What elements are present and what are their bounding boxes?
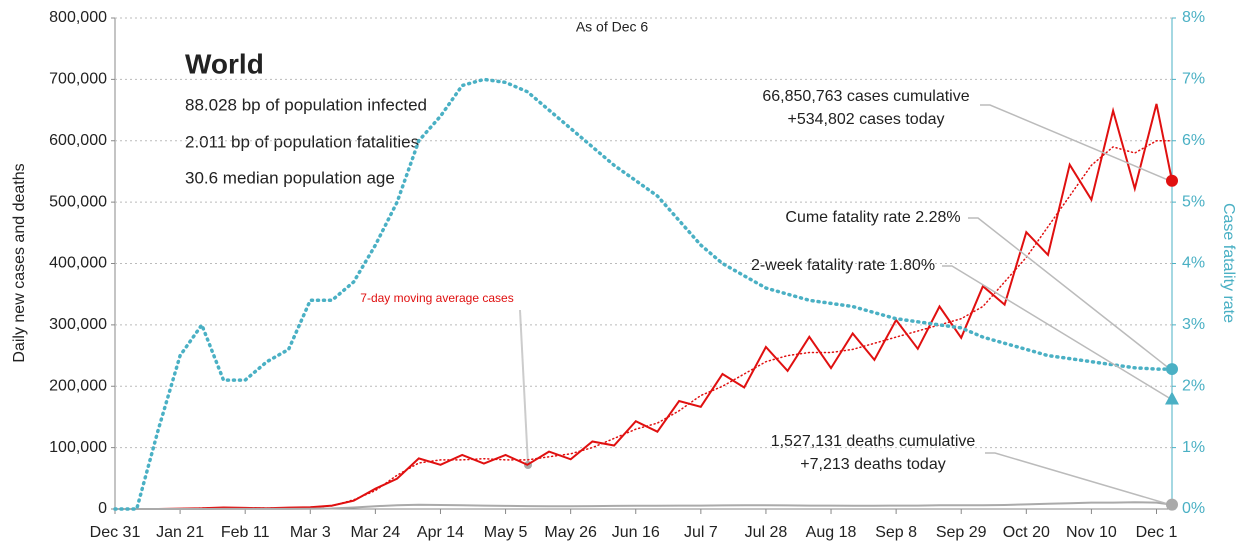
y2-tick-label: 7% xyxy=(1182,71,1205,88)
x-tick-label: Apr 14 xyxy=(417,524,464,541)
end-marker xyxy=(1165,391,1179,405)
x-tick-label: Nov 10 xyxy=(1066,524,1117,541)
marker-label: 66,850,763 cases cumulative xyxy=(762,88,969,105)
leader-line xyxy=(942,265,1171,400)
y-tick-label: 600,000 xyxy=(49,132,107,149)
x-tick-label: Jul 7 xyxy=(684,524,718,541)
x-tick-label: Dec 31 xyxy=(90,524,141,541)
x-tick-label: Oct 20 xyxy=(1003,524,1050,541)
x-tick-label: Jul 28 xyxy=(745,524,788,541)
series-line xyxy=(114,501,1173,510)
panel-line: 30.6 median population age xyxy=(185,168,395,187)
x-tick-label: Mar 3 xyxy=(290,524,331,541)
marker-label: Cume fatality rate 2.28% xyxy=(785,209,960,226)
x-tick-label: Sep 8 xyxy=(875,524,917,541)
x-tick-label: Jan 21 xyxy=(156,524,204,541)
y2-tick-label: 8% xyxy=(1182,9,1205,26)
x-tick-label: Aug 18 xyxy=(806,524,857,541)
leader-line xyxy=(519,309,529,466)
subtitle: As of Dec 6 xyxy=(576,19,649,35)
y2-tick-label: 0% xyxy=(1182,500,1205,517)
y2-tick-label: 5% xyxy=(1182,193,1205,210)
y2-tick-label: 4% xyxy=(1182,255,1205,272)
y2-tick-label: 2% xyxy=(1182,377,1205,394)
leader-line xyxy=(980,104,1171,182)
marker-label: 2-week fatality rate 1.80% xyxy=(751,257,935,274)
end-marker xyxy=(1166,174,1178,187)
y-tick-label: 200,000 xyxy=(49,377,107,394)
y-tick-label: 800,000 xyxy=(49,9,107,26)
leader-line xyxy=(985,452,1171,506)
series-line xyxy=(114,140,1173,510)
y2-tick-label: 3% xyxy=(1182,316,1205,333)
y-tick-label: 0 xyxy=(98,500,107,517)
panel-line: 2.011 bp of population fatalities xyxy=(185,132,419,151)
end-marker xyxy=(1166,363,1178,376)
series-annotation: 7-day moving average cases xyxy=(360,291,513,305)
marker-label: +7,213 deaths today xyxy=(800,456,945,473)
x-tick-label: May 26 xyxy=(544,524,597,541)
x-tick-label: Dec 1 xyxy=(1136,524,1178,541)
series-line xyxy=(113,77,1174,511)
panel-line: 88.028 bp of population infected xyxy=(185,95,427,114)
marker-label: +534,802 cases today xyxy=(787,111,944,128)
series-line xyxy=(114,103,1173,510)
x-tick-label: May 5 xyxy=(484,524,528,541)
x-tick-label: Feb 11 xyxy=(221,524,270,541)
x-tick-label: Sep 29 xyxy=(936,524,987,541)
y-tick-label: 700,000 xyxy=(49,71,107,88)
y-tick-label: 400,000 xyxy=(49,255,107,272)
y2-axis-label: Case fatality rate xyxy=(1220,203,1237,323)
y2-tick-label: 6% xyxy=(1182,132,1205,149)
y-axis-label: Daily new cases and deaths xyxy=(11,163,28,362)
leader-line xyxy=(968,217,1171,370)
y-tick-label: 300,000 xyxy=(49,316,107,333)
x-tick-label: Jun 16 xyxy=(612,524,660,541)
panel-title: World xyxy=(185,48,264,79)
marker-label: 1,527,131 deaths cumulative xyxy=(771,433,976,450)
y-tick-label: 500,000 xyxy=(49,193,107,210)
y-tick-label: 100,000 xyxy=(49,439,107,456)
end-marker xyxy=(1166,498,1178,511)
y2-tick-label: 1% xyxy=(1182,439,1205,456)
x-tick-label: Mar 24 xyxy=(350,524,400,541)
